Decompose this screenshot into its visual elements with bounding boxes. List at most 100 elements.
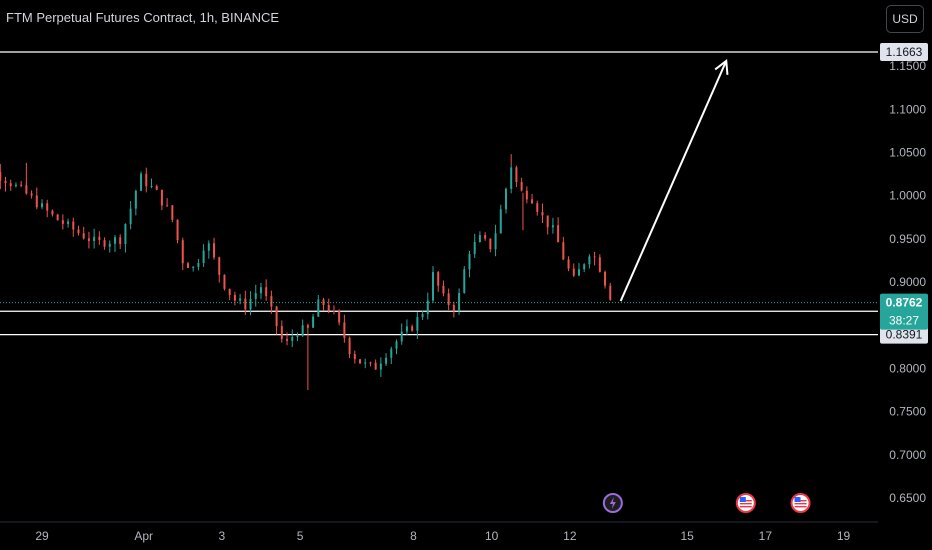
candle-body <box>249 299 252 310</box>
candle-body <box>390 348 393 358</box>
candle-body <box>145 173 148 187</box>
candle-body <box>374 362 377 370</box>
candle-body <box>124 224 127 244</box>
level-price-label: 1.1663 <box>886 45 923 59</box>
flag-stripe <box>739 506 752 508</box>
candle-body <box>265 287 268 297</box>
candle-body <box>218 257 221 275</box>
candle-body <box>405 326 408 332</box>
arrow-head[interactable] <box>714 58 729 75</box>
candle-body <box>359 359 362 364</box>
candle-body <box>254 293 257 300</box>
candle-body <box>35 195 38 208</box>
level-price-tag <box>880 325 928 344</box>
candle-body <box>280 326 283 340</box>
candle-body <box>395 341 398 349</box>
flag-canton <box>739 497 746 502</box>
arrow-shaft[interactable] <box>619 60 728 302</box>
candle-body <box>531 199 534 204</box>
flag-stripe <box>794 503 807 505</box>
flag-stripe <box>794 506 807 508</box>
chart-title: FTM Perpetual Futures Contract, 1h, BINA… <box>6 10 280 25</box>
y-tick-label: 1.1000 <box>889 102 926 116</box>
y-tick-label: 1.1500 <box>889 59 926 73</box>
price-axis-tags: 1.1663 0.8391 0.8762 38:27 <box>880 43 928 344</box>
candle-body <box>134 190 137 209</box>
candle-body <box>82 233 85 239</box>
candle-body <box>338 310 341 323</box>
last-price-tag <box>880 293 928 330</box>
candle-body <box>437 272 440 286</box>
candle-body <box>286 339 289 341</box>
candle-body <box>275 306 278 327</box>
candle-body <box>510 167 513 189</box>
time-axis-bg <box>0 522 932 550</box>
candle-body <box>567 259 570 269</box>
last-price-label: 0.8762 <box>886 296 923 310</box>
currency-button[interactable]: USD <box>886 5 924 33</box>
x-tick-label: 8 <box>410 529 417 543</box>
candle-body <box>270 296 273 307</box>
candle-body <box>327 305 330 311</box>
candle-body <box>447 293 450 306</box>
candle-body <box>343 322 346 338</box>
candle-body <box>577 269 580 276</box>
candle-body <box>484 235 487 239</box>
candle-body <box>332 310 335 312</box>
candle-body <box>87 238 90 242</box>
candle-body <box>353 354 356 360</box>
price-axis-bg <box>878 0 932 550</box>
x-tick-label: Apr <box>134 529 153 543</box>
candle-body <box>41 203 43 208</box>
candle-body <box>228 288 231 296</box>
candle-body <box>551 225 554 228</box>
event-markers[interactable] <box>602 493 811 513</box>
candle-body <box>494 233 497 250</box>
candle-body <box>348 337 351 355</box>
candle-body <box>489 238 492 250</box>
candle-body <box>56 214 59 221</box>
y-tick-label: 0.9500 <box>889 232 926 246</box>
candle-body <box>202 250 205 264</box>
y-tick-label: 1.0500 <box>889 145 926 159</box>
candle-body <box>312 316 315 328</box>
candle-body <box>557 225 560 243</box>
candle-body <box>140 173 143 191</box>
candle-body <box>259 287 262 294</box>
candle-body <box>77 229 80 234</box>
candle-body <box>583 264 586 270</box>
y-tick-label: 0.9000 <box>889 275 926 289</box>
level-price-label: 0.8391 <box>886 328 923 342</box>
candle-body <box>119 237 122 244</box>
candle-body <box>520 181 523 191</box>
candle-body <box>160 189 163 206</box>
candle-body <box>385 357 388 364</box>
candle-body <box>379 363 382 370</box>
time-axis[interactable]: 29 Apr 3 5 8 10 12 15 17 19 <box>35 529 850 543</box>
candle-body <box>98 236 101 241</box>
candle-body <box>46 203 49 211</box>
x-tick-label: 15 <box>680 529 694 543</box>
candle-body <box>20 184 23 186</box>
projection-arrow[interactable] <box>619 58 729 302</box>
candle-body <box>4 180 7 184</box>
horizontal-levels[interactable] <box>0 51 878 336</box>
candle-body <box>150 186 153 188</box>
y-tick-label: 0.6500 <box>889 491 926 505</box>
candle-body <box>416 317 419 331</box>
candle-body <box>442 285 445 294</box>
candle-body <box>166 205 169 207</box>
candle-body <box>400 331 403 342</box>
candle-body <box>103 240 106 247</box>
candle-body <box>562 242 565 260</box>
candle-body <box>322 299 325 306</box>
price-axis[interactable]: 0.65000.70000.75000.80000.85000.90000.95… <box>889 59 926 505</box>
candle-body <box>14 184 17 187</box>
candle-body <box>458 292 461 311</box>
candles <box>0 154 612 391</box>
candle-body <box>604 271 607 286</box>
candle-body <box>67 221 70 224</box>
candle-body <box>515 167 518 182</box>
candle-body <box>181 240 184 264</box>
